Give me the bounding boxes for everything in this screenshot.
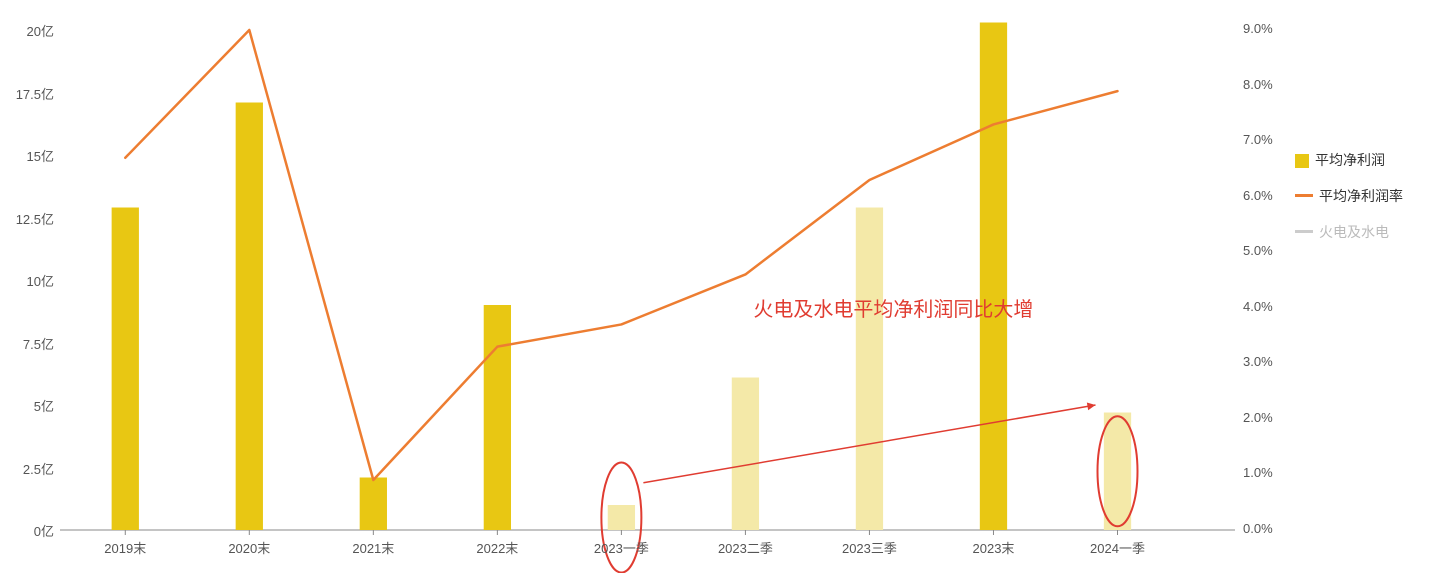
legend-label: 火电及水电: [1319, 224, 1389, 240]
x-tick-label: 2023末: [953, 538, 1033, 557]
legend-swatch-line: [1295, 194, 1313, 197]
plot-svg: [0, 0, 1431, 573]
y-right-tick-label: 3.0%: [1243, 354, 1273, 369]
y-left-tick-label: 0亿: [34, 521, 54, 540]
y-right-tick-label: 9.0%: [1243, 21, 1273, 36]
annotation-arrow-head: [1087, 403, 1096, 411]
bar: [484, 305, 511, 530]
legend-swatch-line: [1295, 230, 1313, 233]
y-left-tick-label: 7.5亿: [23, 334, 54, 353]
x-tick-label: 2023二季: [705, 538, 785, 557]
y-right-tick-label: 4.0%: [1243, 299, 1273, 314]
legend-swatch-box: [1295, 154, 1309, 168]
y-left-tick-label: 20亿: [27, 21, 54, 40]
bar: [112, 208, 139, 531]
bar: [1104, 413, 1131, 531]
x-tick-label: 2022末: [457, 538, 537, 557]
y-right-tick-label: 5.0%: [1243, 243, 1273, 258]
y-right-tick-label: 1.0%: [1243, 465, 1273, 480]
legend-label: 平均净利润: [1315, 152, 1385, 168]
y-left-tick-label: 17.5亿: [16, 84, 54, 103]
y-left-tick-label: 10亿: [27, 271, 54, 290]
bar: [856, 208, 883, 531]
x-tick-label: 2023三季: [829, 538, 909, 557]
bar: [732, 378, 759, 531]
bar: [360, 478, 387, 531]
y-left-tick-label: 2.5亿: [23, 459, 54, 478]
x-tick-label: 2019末: [85, 538, 165, 557]
x-tick-label: 2024一季: [1078, 538, 1158, 557]
annotation-text: 火电及水电平均净利润同比大增: [753, 293, 1033, 322]
line-series: [125, 30, 1117, 480]
x-tick-label: 2023一季: [581, 538, 661, 557]
y-right-tick-label: 2.0%: [1243, 410, 1273, 425]
bar: [608, 505, 635, 530]
bar: [980, 23, 1007, 531]
x-tick-label: 2021末: [333, 538, 413, 557]
bar: [236, 103, 263, 531]
legend-label: 平均净利润率: [1319, 188, 1403, 204]
y-right-tick-label: 6.0%: [1243, 188, 1273, 203]
y-left-tick-label: 5亿: [34, 396, 54, 415]
legend-item: 火电及水电: [1295, 222, 1389, 242]
y-right-tick-label: 8.0%: [1243, 77, 1273, 92]
legend-item: 平均净利润: [1295, 150, 1385, 170]
legend-item: 平均净利润率: [1295, 186, 1403, 206]
chart-container: 0亿 2.5亿 5亿 7.5亿 10亿 12.5亿 15亿 17.5亿 20亿 0.0% 1.0% 2…: [0, 0, 1431, 573]
x-tick-label: 2020末: [209, 538, 289, 557]
y-right-tick-label: 7.0%: [1243, 132, 1273, 147]
y-left-tick-label: 15亿: [27, 146, 54, 165]
y-left-tick-label: 12.5亿: [16, 209, 54, 228]
y-right-tick-label: 0.0%: [1243, 521, 1273, 536]
